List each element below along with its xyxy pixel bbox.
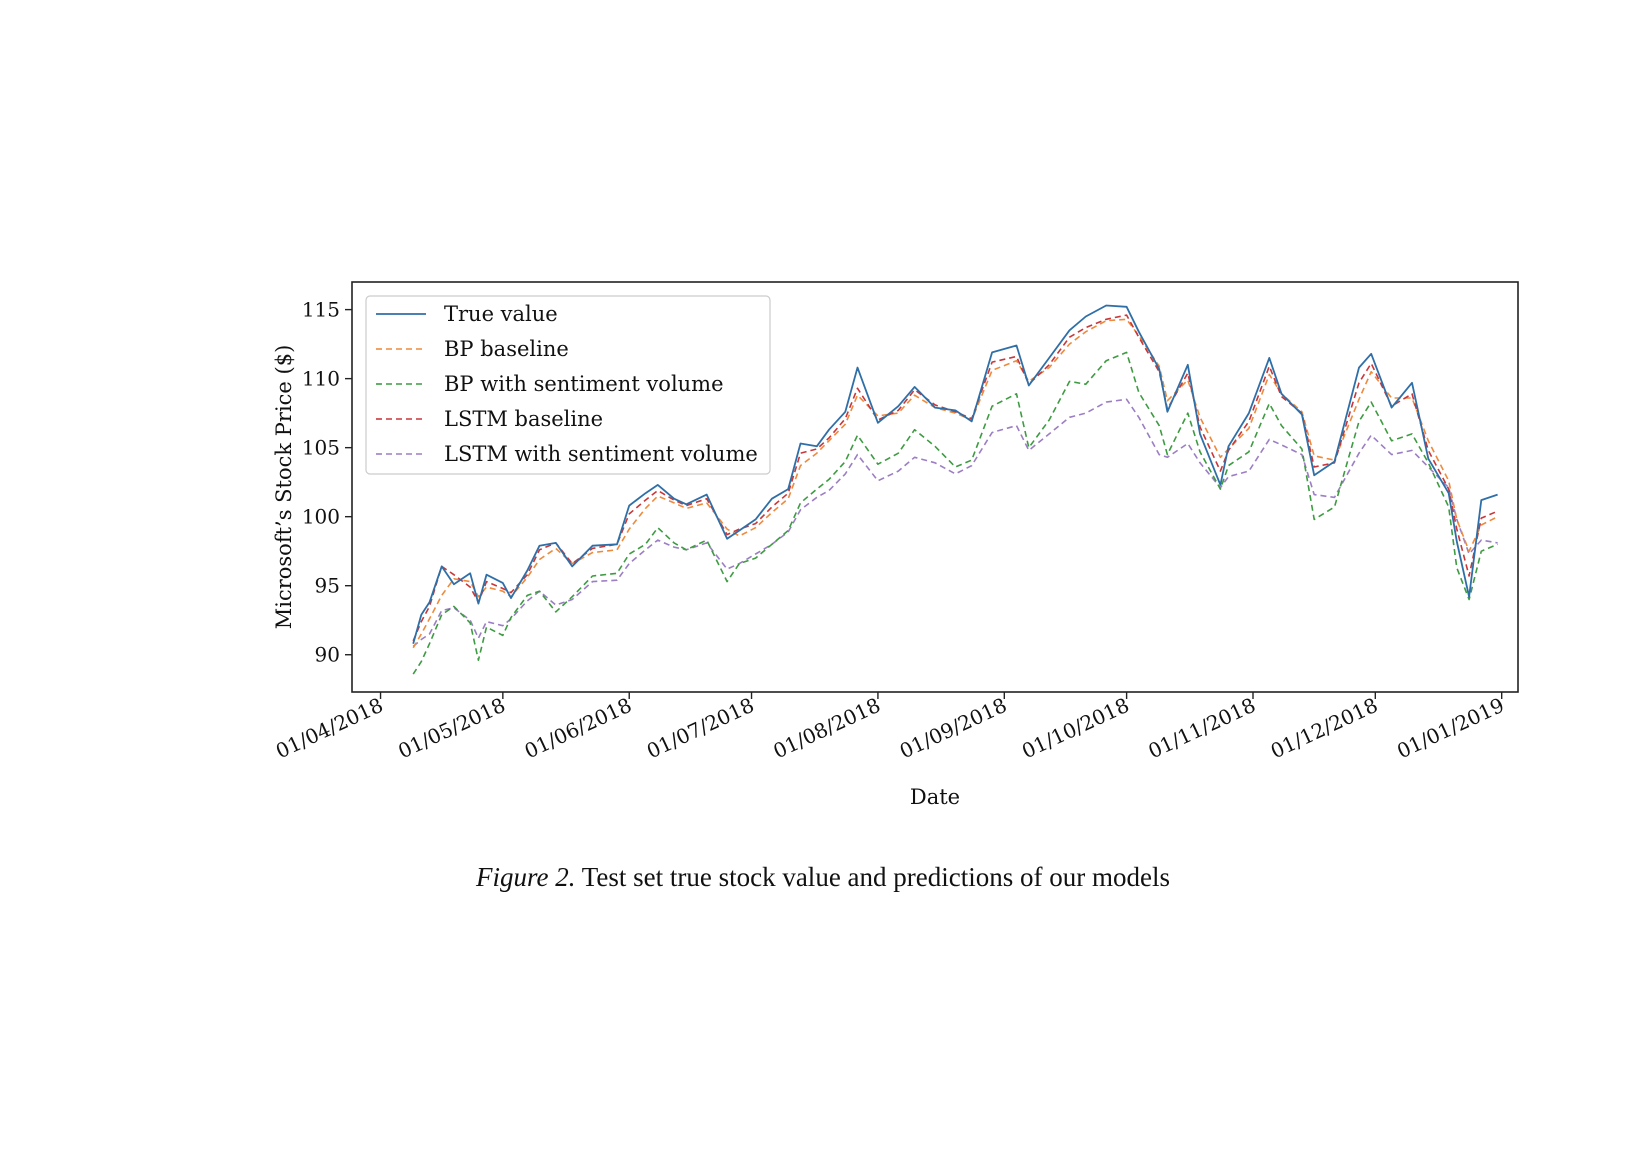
y-tick-label: 105 xyxy=(302,436,340,460)
x-tick-label: 01/12/2018 xyxy=(1267,693,1382,763)
legend-label: BP with sentiment volume xyxy=(444,372,724,396)
x-tick-label: 01/01/2019 xyxy=(1393,693,1508,763)
series-line xyxy=(412,304,1498,644)
x-tick-label: 01/08/2018 xyxy=(769,693,884,763)
y-tick-label: 110 xyxy=(302,367,340,391)
x-tick-label: 01/05/2018 xyxy=(394,693,509,763)
x-tick-label: 01/07/2018 xyxy=(643,693,758,763)
x-tick-label: 01/04/2018 xyxy=(272,693,387,763)
x-axis-label: Date xyxy=(910,785,960,809)
series-line xyxy=(412,314,1498,642)
series-line xyxy=(412,398,1498,648)
plot-frame xyxy=(351,281,1519,693)
y-tick-label: 100 xyxy=(302,505,340,529)
x-tick-label: 01/06/2018 xyxy=(521,693,636,763)
y-tick-label: 95 xyxy=(315,574,340,598)
series-layer xyxy=(412,304,1498,675)
y-tick-label: 90 xyxy=(315,643,340,667)
x-tick-label: 01/09/2018 xyxy=(896,693,1011,763)
legend-label: LSTM baseline xyxy=(444,407,603,431)
y-tick-label: 115 xyxy=(302,298,340,322)
series-line xyxy=(412,351,1498,675)
y-axis-label: Microsoft’s Stock Price ($) xyxy=(272,345,296,630)
legend-label: LSTM with sentiment volume xyxy=(444,442,758,466)
legend-label: BP baseline xyxy=(444,337,569,361)
legend-box xyxy=(365,295,771,475)
series-line xyxy=(412,318,1498,649)
figure-label: Figure 2. xyxy=(476,862,576,892)
legend-label: True value xyxy=(444,302,558,326)
x-tick-label: 01/10/2018 xyxy=(1018,693,1133,763)
figure-caption-text: Test set true stock value and prediction… xyxy=(581,862,1170,892)
legend: True value BP baseline BP with sentiment v… xyxy=(365,295,771,475)
figure-caption: Figure 2. Test set true stock value and … xyxy=(0,862,1646,893)
x-tick-label: 01/11/2018 xyxy=(1144,693,1259,763)
